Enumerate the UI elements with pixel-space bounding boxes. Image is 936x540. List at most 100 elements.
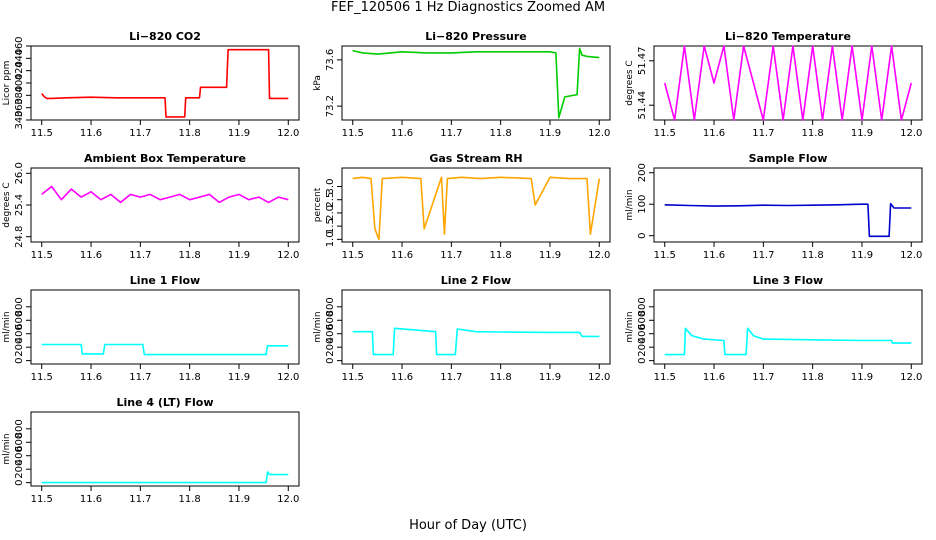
panel-title-9: Line 3 Flow bbox=[753, 274, 823, 287]
y-tick-label: 600 bbox=[14, 433, 25, 452]
series-line-8 bbox=[352, 327, 600, 356]
y-axis-label-5: percent bbox=[313, 187, 323, 222]
y-axis-label-9: ml/min bbox=[625, 311, 635, 342]
x-tick-label: 11.6 bbox=[80, 250, 102, 261]
x-tick-label: 11.7 bbox=[129, 372, 151, 383]
x-tick-label: 12.0 bbox=[277, 250, 299, 261]
x-tick-label: 11.9 bbox=[228, 250, 250, 261]
x-tick-label: 11.8 bbox=[802, 372, 824, 383]
y-tick-label: 440 bbox=[14, 49, 25, 68]
plot-frame-2 bbox=[341, 45, 611, 121]
y-tick-label: 0 bbox=[325, 357, 336, 363]
x-tick-label: 11.5 bbox=[654, 372, 676, 383]
y-tick-label: 200 bbox=[637, 163, 648, 182]
y-tick-label: 200 bbox=[14, 460, 25, 479]
panel-title-6: Sample Flow bbox=[749, 152, 828, 165]
x-tick-label: 11.7 bbox=[129, 250, 151, 261]
y-tick-label: 340 bbox=[14, 110, 25, 129]
y-tick-label: 380 bbox=[14, 86, 25, 105]
x-tick-label: 11.8 bbox=[179, 494, 201, 505]
y-axis-label-1: Licor ppm bbox=[2, 61, 12, 106]
plot-frame-6 bbox=[653, 167, 923, 243]
series-line-4 bbox=[41, 185, 289, 204]
x-tick-label: 11.9 bbox=[539, 250, 561, 261]
plot-frame-10 bbox=[30, 411, 300, 487]
x-tick-label: 11.5 bbox=[342, 128, 364, 139]
plot-frame-5 bbox=[341, 167, 611, 243]
y-tick-label: 200 bbox=[637, 338, 648, 357]
series-line-3 bbox=[663, 45, 913, 121]
x-tick-label: 11.6 bbox=[80, 494, 102, 505]
y-tick-label: 2.5 bbox=[325, 192, 336, 208]
x-tick-label: 11.6 bbox=[391, 372, 413, 383]
y-axis-label-7: ml/min bbox=[2, 311, 12, 342]
x-tick-label: 11.9 bbox=[851, 372, 873, 383]
x-tick-label: 11.8 bbox=[490, 372, 512, 383]
x-tick-label: 11.8 bbox=[179, 128, 201, 139]
y-axis-label-8: ml/min bbox=[313, 311, 323, 342]
x-tick-label: 12.0 bbox=[277, 372, 299, 383]
y-tick-label: 2.0 bbox=[325, 205, 336, 221]
y-tick-label: 400 bbox=[325, 324, 336, 343]
y-tick-label: 400 bbox=[637, 324, 648, 343]
x-tick-label: 11.5 bbox=[31, 250, 53, 261]
x-tick-label: 11.9 bbox=[228, 128, 250, 139]
y-tick-label: 1.5 bbox=[325, 218, 336, 234]
x-tick-label: 11.6 bbox=[80, 372, 102, 383]
y-tick-label: 73.6 bbox=[325, 49, 336, 71]
x-tick-label: 12.0 bbox=[588, 372, 610, 383]
x-tick-label: 12.0 bbox=[900, 128, 922, 139]
y-tick-label: 400 bbox=[14, 73, 25, 92]
y-tick-label: 100 bbox=[637, 195, 648, 214]
plot-frame-9 bbox=[653, 289, 923, 365]
x-tick-label: 11.6 bbox=[703, 128, 725, 139]
x-tick-label: 11.8 bbox=[802, 128, 824, 139]
y-axis-label-4: degrees C bbox=[2, 182, 12, 227]
x-tick-label: 11.8 bbox=[490, 128, 512, 139]
x-tick-label: 11.6 bbox=[80, 128, 102, 139]
series-line-1 bbox=[41, 48, 289, 118]
y-tick-label: 600 bbox=[637, 311, 648, 330]
x-tick-label: 11.7 bbox=[752, 128, 774, 139]
series-line-5 bbox=[352, 176, 601, 241]
y-tick-label: 800 bbox=[637, 297, 648, 316]
y-tick-label: 3.0 bbox=[325, 179, 336, 195]
y-tick-label: 0 bbox=[637, 233, 648, 239]
y-tick-label: 360 bbox=[14, 98, 25, 117]
x-tick-label: 12.0 bbox=[900, 250, 922, 261]
y-tick-label: 24.8 bbox=[14, 226, 25, 248]
x-tick-label: 11.7 bbox=[440, 250, 462, 261]
y-axis-label-6: ml/min bbox=[625, 189, 635, 220]
x-tick-label: 11.9 bbox=[228, 372, 250, 383]
panel-title-5: Gas Stream RH bbox=[429, 152, 522, 165]
x-tick-label: 11.6 bbox=[391, 128, 413, 139]
x-tick-label: 12.0 bbox=[588, 250, 610, 261]
x-tick-label: 11.9 bbox=[539, 128, 561, 139]
y-tick-label: 200 bbox=[325, 338, 336, 357]
y-tick-label: 51.44 bbox=[637, 91, 648, 120]
y-tick-label: 420 bbox=[14, 61, 25, 80]
y-tick-label: 73.2 bbox=[325, 95, 336, 117]
y-axis-label-2: kPa bbox=[313, 75, 323, 91]
plot-frame-8 bbox=[341, 289, 611, 365]
x-tick-label: 11.9 bbox=[851, 128, 873, 139]
series-line-9 bbox=[664, 327, 912, 356]
y-tick-label: 800 bbox=[325, 297, 336, 316]
x-tick-label: 11.6 bbox=[703, 250, 725, 261]
y-tick-label: 0 bbox=[14, 479, 25, 485]
plot-frame-4 bbox=[30, 167, 300, 243]
y-tick-label: 1.0 bbox=[325, 231, 336, 247]
x-tick-label: 12.0 bbox=[900, 372, 922, 383]
y-axis-label-10: ml/min bbox=[2, 433, 12, 464]
figure-x-axis-label: Hour of Day (UTC) bbox=[409, 518, 527, 533]
series-line-2 bbox=[352, 47, 600, 119]
y-tick-label: 800 bbox=[14, 419, 25, 438]
panel-title-10: Line 4 (LT) Flow bbox=[117, 396, 214, 409]
plot-frame-3 bbox=[653, 45, 923, 121]
x-tick-label: 11.5 bbox=[342, 372, 364, 383]
y-tick-label: 400 bbox=[14, 324, 25, 343]
panel-title-3: Li−820 Temperature bbox=[725, 30, 851, 43]
x-tick-label: 11.8 bbox=[802, 250, 824, 261]
x-tick-label: 11.7 bbox=[752, 250, 774, 261]
